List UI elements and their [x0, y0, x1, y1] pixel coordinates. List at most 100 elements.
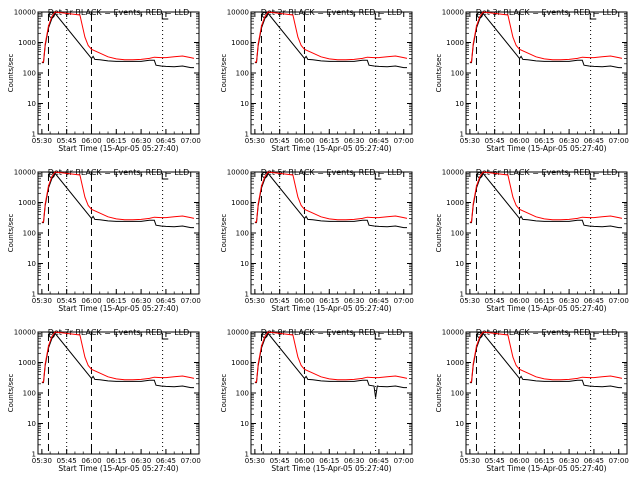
y-axis-label: Counts/sec	[7, 214, 15, 253]
y-tick-label: 1000	[231, 199, 249, 207]
x-tick-label: 06:30	[344, 457, 364, 465]
y-tick-label: 10000	[442, 169, 464, 177]
x-tick-label: 05:45	[57, 457, 77, 465]
plot-frame	[37, 11, 200, 135]
event-rate-line	[41, 332, 194, 389]
x-tick-label: 06:15	[319, 297, 339, 305]
x-tick-label: 06:30	[559, 457, 579, 465]
y-tick-label: 10	[455, 260, 464, 268]
x-tick-label: 06:45	[369, 457, 389, 465]
panel-title: Det 8r BLACK = Events, RED = LLD	[261, 328, 403, 337]
x-axis-label: Start Time (15-Apr-05 05:27:40)	[58, 464, 178, 473]
event-rate-line	[254, 12, 407, 69]
panel-5: Det 5r BLACK = Events, RED = LLD 1 10 100 10…	[220, 168, 414, 313]
x-tick-label: 06:15	[534, 297, 554, 305]
panel-title: Det 9r BLACK = Events, RED = LLD	[476, 328, 618, 337]
x-tick-label: 05:45	[270, 457, 290, 465]
x-tick-label: 07:00	[394, 297, 414, 305]
event-rate-line	[469, 12, 622, 69]
y-tick-label: 1	[460, 451, 464, 459]
y-tick-label: 100	[23, 70, 36, 78]
event-rate-line	[469, 332, 622, 389]
x-tick-label: 05:30	[245, 457, 265, 465]
y-tick-label: 10000	[442, 9, 464, 17]
x-tick-label: 06:15	[106, 457, 126, 465]
y-axis-label: Counts/sec	[435, 54, 443, 93]
marker-bracket	[589, 173, 597, 180]
y-tick-label: 1	[460, 131, 464, 139]
x-tick-label: 06:45	[584, 297, 604, 305]
panel-title: Det 7r BLACK = Events, RED = LLD	[48, 328, 190, 337]
event-rate-line	[41, 172, 194, 229]
plot-frame	[465, 11, 628, 135]
x-axis-label: Start Time (15-Apr-05 05:27:40)	[271, 304, 391, 313]
plot-frame	[250, 11, 413, 135]
panel-title: Det 5r BLACK = Events, RED = LLD	[261, 168, 403, 177]
y-tick-label: 1000	[231, 39, 249, 47]
lld-rate-line	[41, 11, 195, 63]
y-axis-label: Counts/sec	[435, 374, 443, 413]
panel-title: Det 6r BLACK = Events, RED = LLD	[476, 168, 618, 177]
x-axis-label: Start Time (15-Apr-05 05:27:40)	[486, 464, 606, 473]
x-tick-label: 05:30	[32, 457, 52, 465]
x-axis-label: Start Time (15-Apr-05 05:27:40)	[58, 144, 178, 153]
y-tick-label: 10	[240, 420, 249, 428]
y-tick-label: 10	[240, 260, 249, 268]
y-tick-label: 1000	[446, 359, 464, 367]
lld-rate-line	[254, 11, 408, 63]
x-tick-label: 06:15	[106, 297, 126, 305]
marker-bracket	[374, 173, 382, 180]
x-tick-label: 06:00	[81, 457, 101, 465]
y-axis-label: Counts/sec	[7, 54, 15, 93]
y-tick-label: 10000	[14, 169, 36, 177]
x-tick-label: 05:30	[460, 137, 480, 145]
x-tick-label: 06:30	[131, 457, 151, 465]
x-axis-label: Start Time (15-Apr-05 05:27:40)	[271, 144, 391, 153]
y-tick-label: 1	[32, 451, 36, 459]
x-tick-label: 07:00	[394, 457, 414, 465]
panel-2: Det 2r BLACK = Events, RED = LLD 1 10 100 10…	[220, 8, 414, 153]
marker-bracket	[589, 13, 597, 20]
plot-frame	[250, 171, 413, 295]
x-tick-label: 05:45	[57, 137, 77, 145]
panel-1: Det 1r BLACK = Events, RED = LLD 1 10 100 10…	[7, 8, 201, 153]
x-tick-label: 06:45	[156, 297, 176, 305]
x-axis-label: Start Time (15-Apr-05 05:27:40)	[486, 144, 606, 153]
y-tick-label: 1000	[18, 39, 36, 47]
y-axis-label: Counts/sec	[7, 374, 15, 413]
y-tick-label: 1000	[18, 359, 36, 367]
x-tick-label: 05:30	[245, 137, 265, 145]
y-tick-label: 10	[240, 100, 249, 108]
x-tick-label: 06:00	[509, 137, 529, 145]
x-tick-label: 06:00	[81, 297, 101, 305]
y-tick-label: 100	[451, 390, 464, 398]
x-tick-label: 07:00	[394, 137, 414, 145]
marker-bracket	[374, 13, 382, 20]
x-tick-label: 06:30	[344, 297, 364, 305]
x-tick-label: 06:30	[131, 137, 151, 145]
y-tick-label: 1	[245, 451, 249, 459]
y-tick-label: 10	[27, 260, 36, 268]
y-tick-label: 10	[27, 100, 36, 108]
x-axis-label: Start Time (15-Apr-05 05:27:40)	[486, 304, 606, 313]
x-axis-label: Start Time (15-Apr-05 05:27:40)	[271, 464, 391, 473]
x-tick-label: 05:30	[460, 297, 480, 305]
x-tick-label: 06:00	[509, 457, 529, 465]
y-tick-label: 10000	[227, 169, 249, 177]
plot-frame	[250, 331, 413, 455]
x-tick-label: 05:30	[245, 297, 265, 305]
y-tick-label: 100	[451, 70, 464, 78]
lld-rate-line	[254, 171, 408, 223]
y-tick-label: 10	[455, 100, 464, 108]
lld-rate-line	[254, 331, 408, 383]
y-tick-label: 10000	[14, 9, 36, 17]
x-tick-label: 05:45	[270, 297, 290, 305]
x-tick-label: 06:30	[131, 297, 151, 305]
y-tick-label: 10000	[227, 329, 249, 337]
y-axis-label: Counts/sec	[220, 214, 228, 253]
panel-3: Det 3r BLACK = Events, RED = LLD 1 10 100 10…	[435, 8, 629, 153]
x-tick-label: 07:00	[181, 457, 201, 465]
x-tick-label: 06:45	[369, 297, 389, 305]
y-tick-label: 100	[236, 230, 249, 238]
